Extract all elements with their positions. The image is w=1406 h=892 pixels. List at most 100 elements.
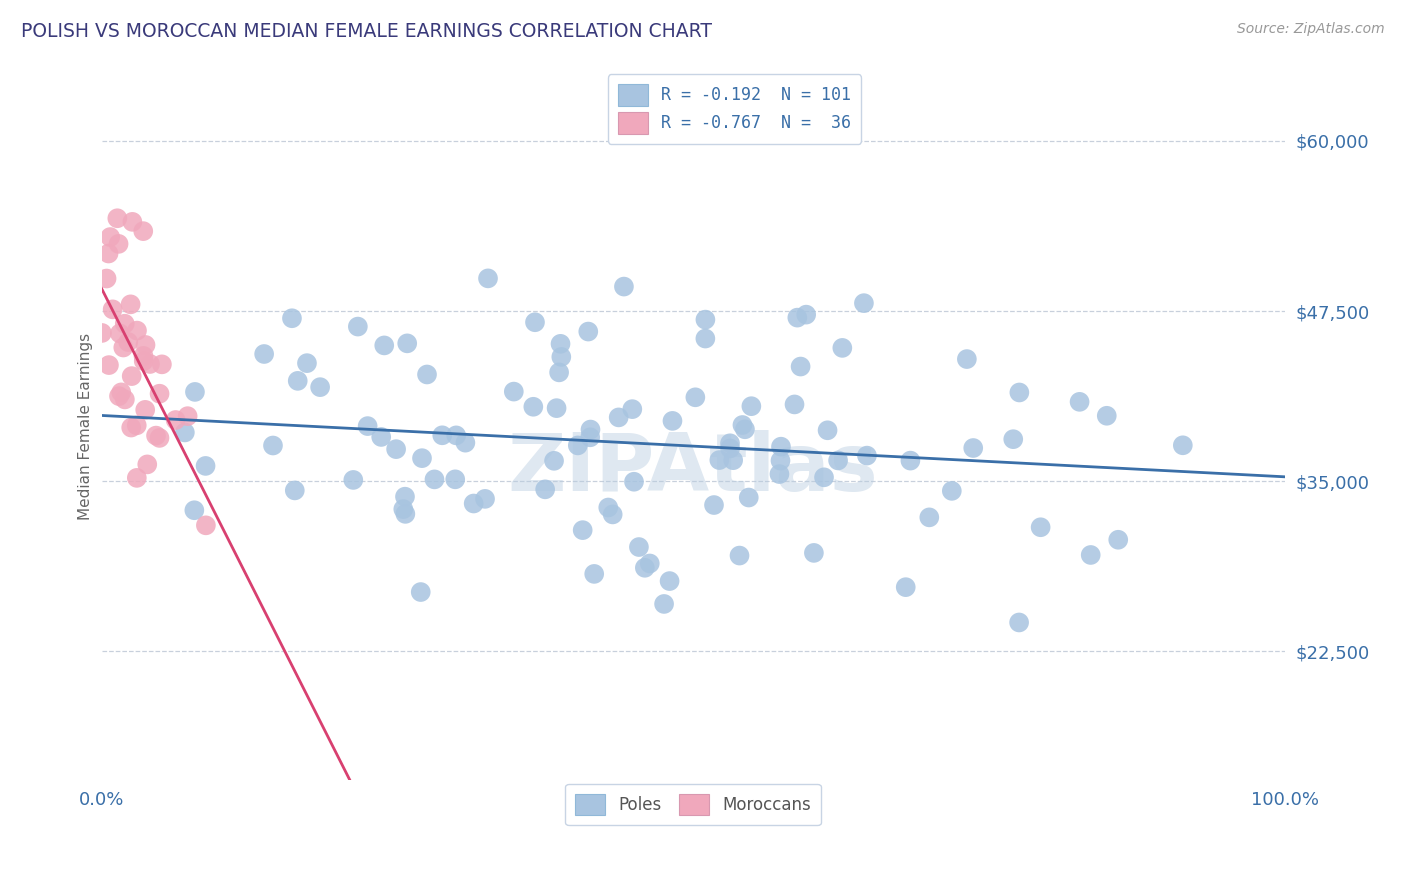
Point (139, 357, 162, 371)
Point (444, 428, 467, 442)
Point (1029, 520, 1052, 534)
Point (1069, 394, 1091, 409)
Point (661, 414, 683, 428)
Point (522, 400, 544, 414)
Point (738, 491, 761, 505)
Point (734, 422, 756, 436)
Point (576, 325, 599, 339)
Point (121, 215, 143, 229)
Point (394, 490, 416, 504)
Point (740, 399, 762, 413)
Point (786, 310, 808, 325)
Point (477, 271, 499, 285)
Point (463, 496, 485, 510)
Point (165, 413, 187, 427)
Point (769, 453, 792, 467)
Point (409, 585, 432, 599)
Point (728, 549, 751, 563)
Point (97, 358, 120, 372)
Point (370, 430, 392, 444)
Point (96, 271, 118, 285)
Point (941, 483, 963, 498)
Point (567, 438, 589, 452)
Point (789, 359, 811, 374)
Point (550, 336, 572, 351)
Point (607, 410, 630, 425)
Point (524, 315, 547, 329)
Point (1080, 548, 1102, 562)
Point (831, 341, 853, 355)
Point (817, 423, 839, 437)
Point (583, 566, 606, 581)
Point (194, 458, 217, 473)
Point (962, 441, 984, 455)
Point (685, 390, 707, 404)
Point (721, 453, 744, 467)
Point (579, 430, 602, 444)
Point (287, 374, 309, 388)
Point (101, 302, 124, 317)
Point (120, 297, 142, 311)
Point (900, 453, 922, 467)
Point (108, 389, 131, 403)
Point (347, 319, 370, 334)
Point (1002, 432, 1025, 446)
Point (114, 317, 136, 331)
Point (502, 384, 524, 399)
Text: ZIPAtlas: ZIPAtlas (508, 430, 879, 508)
Point (1008, 385, 1031, 400)
Point (602, 508, 624, 522)
Point (132, 224, 155, 238)
Point (827, 453, 849, 467)
Point (132, 354, 155, 368)
Point (918, 510, 941, 524)
Point (176, 409, 198, 424)
Point (184, 384, 207, 399)
Point (110, 385, 132, 400)
Point (125, 324, 148, 338)
Point (262, 438, 284, 452)
Point (117, 334, 139, 349)
Point (956, 352, 979, 367)
Point (627, 540, 650, 554)
Point (432, 428, 454, 442)
Point (613, 279, 636, 293)
Point (695, 312, 717, 326)
Point (546, 401, 568, 416)
Point (385, 442, 408, 457)
Point (598, 500, 620, 515)
Point (98, 230, 121, 244)
Point (125, 418, 148, 433)
Point (342, 473, 364, 487)
Y-axis label: Median Female Earnings: Median Female Earnings (79, 333, 93, 520)
Point (356, 419, 378, 434)
Point (373, 338, 395, 352)
Point (852, 296, 875, 310)
Point (579, 423, 602, 437)
Point (148, 386, 170, 401)
Point (550, 350, 572, 364)
Point (783, 397, 806, 411)
Point (803, 546, 825, 560)
Point (695, 332, 717, 346)
Point (543, 454, 565, 468)
Legend: Poles, Moroccans: Poles, Moroccans (565, 783, 821, 825)
Point (623, 475, 645, 489)
Point (638, 557, 661, 571)
Point (134, 402, 156, 417)
Point (652, 597, 675, 611)
Point (856, 449, 879, 463)
Point (703, 498, 725, 512)
Point (145, 428, 167, 442)
Point (1171, 438, 1194, 452)
Point (107, 236, 129, 251)
Point (423, 472, 446, 486)
Point (281, 311, 304, 326)
Point (97, 246, 120, 260)
Point (121, 369, 143, 384)
Point (894, 580, 917, 594)
Point (183, 503, 205, 517)
Point (768, 467, 790, 481)
Point (411, 451, 433, 466)
Point (108, 326, 131, 341)
